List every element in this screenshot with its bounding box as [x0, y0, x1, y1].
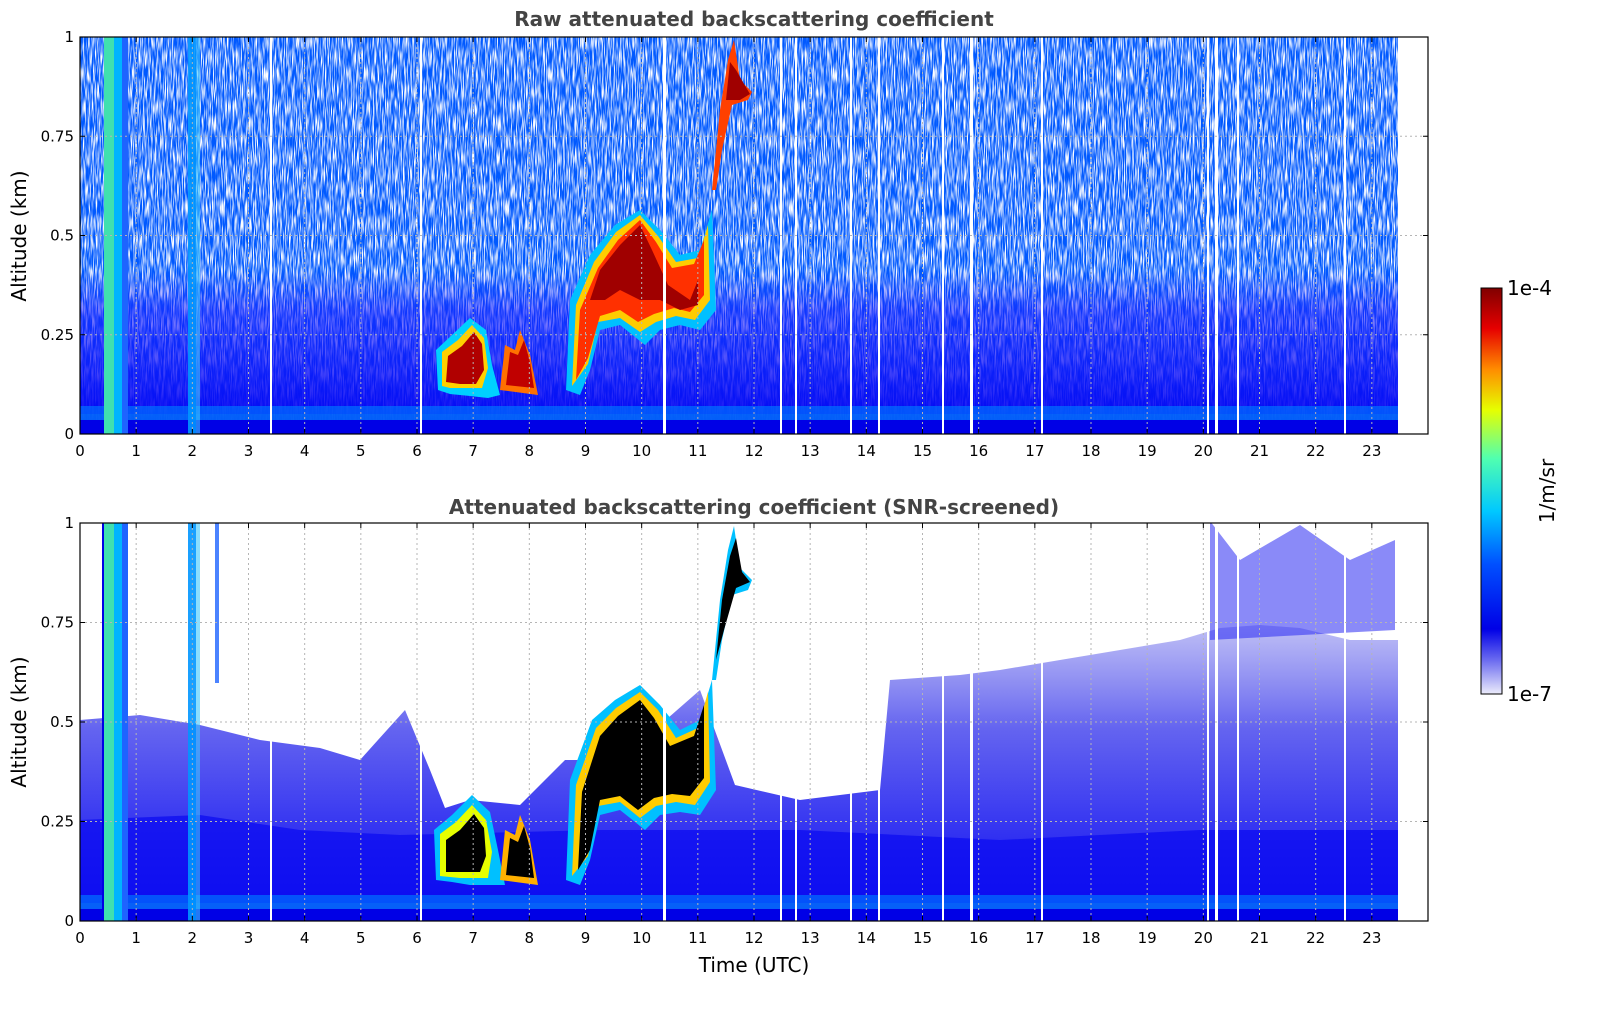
x-tick-label: 1 — [131, 929, 141, 947]
x-tick-label: 19 — [1138, 929, 1157, 947]
raw-y-ticks: 0 0.25 0.5 0.75 1 — [41, 28, 1428, 443]
x-axis-label: Time (UTC) — [698, 953, 810, 977]
x-tick-label: 0 — [75, 442, 85, 460]
x-tick-label: 22 — [1306, 442, 1325, 460]
x-tick-label: 1 — [131, 442, 141, 460]
y-tick-label: 0.75 — [41, 127, 74, 145]
x-tick-label: 2 — [188, 929, 198, 947]
snr-grid — [80, 523, 1428, 921]
x-tick-label: 20 — [1194, 442, 1213, 460]
x-tick-label: 17 — [1025, 442, 1044, 460]
x-tick-label: 11 — [688, 442, 707, 460]
x-tick-label: 3 — [244, 929, 254, 947]
colorbar-max-label: 1e-4 — [1507, 276, 1552, 300]
y-tick-label: 1 — [64, 514, 74, 532]
x-tick-label: 8 — [525, 929, 535, 947]
x-tick-label: 10 — [632, 442, 651, 460]
colorbar: 1e-4 1e-7 1/m/sr — [1480, 276, 1559, 706]
x-tick-label: 3 — [244, 442, 254, 460]
colorbar-unit-label: 1/m/sr — [1535, 458, 1559, 523]
x-tick-label: 15 — [913, 929, 932, 947]
snr-y-axis-label: Altitude (km) — [7, 656, 31, 787]
x-tick-label: 10 — [632, 929, 651, 947]
y-tick-label: 0.5 — [50, 713, 74, 731]
x-tick-label: 7 — [468, 442, 478, 460]
y-tick-label: 1 — [64, 28, 74, 46]
y-tick-label: 0 — [64, 425, 74, 443]
x-tick-label: 4 — [300, 929, 310, 947]
colorbar-gradient — [1480, 287, 1503, 695]
x-tick-label: 2 — [188, 442, 198, 460]
x-tick-label: 12 — [744, 442, 763, 460]
y-tick-label: 0.25 — [41, 813, 74, 831]
x-tick-label: 20 — [1194, 929, 1213, 947]
x-tick-label: 21 — [1250, 442, 1269, 460]
x-tick-label: 16 — [969, 442, 988, 460]
raw-y-axis-label: Altitude (km) — [7, 170, 31, 301]
x-tick-label: 13 — [801, 929, 820, 947]
x-tick-label: 19 — [1138, 442, 1157, 460]
x-tick-label: 16 — [969, 929, 988, 947]
x-tick-label: 6 — [412, 929, 422, 947]
x-tick-label: 15 — [913, 442, 932, 460]
x-tick-label: 23 — [1362, 929, 1381, 947]
x-tick-label: 8 — [525, 442, 535, 460]
x-tick-label: 14 — [857, 442, 876, 460]
x-tick-label: 5 — [356, 442, 366, 460]
y-tick-label: 0 — [64, 912, 74, 930]
raw-cloud-features — [436, 40, 752, 398]
y-tick-label: 0.75 — [41, 614, 74, 632]
x-tick-label: 22 — [1306, 929, 1325, 947]
x-tick-label: 7 — [468, 929, 478, 947]
colorbar-min-label: 1e-7 — [1507, 682, 1552, 706]
x-tick-label: 12 — [744, 929, 763, 947]
x-tick-label: 17 — [1025, 929, 1044, 947]
x-tick-label: 18 — [1081, 929, 1100, 947]
x-tick-label: 18 — [1081, 442, 1100, 460]
x-tick-label: 14 — [857, 929, 876, 947]
x-tick-label: 4 — [300, 442, 310, 460]
snr-x-ticks: 0 1 2 3 4 5 6 7 8 9 10 11 12 13 14 15 16 17 18 19 20 21 22 23 — [75, 523, 1381, 947]
y-tick-label: 0.5 — [50, 227, 74, 245]
x-tick-label: 23 — [1362, 442, 1381, 460]
x-tick-label: 0 — [75, 929, 85, 947]
snr-y-ticks: 0 0.25 0.5 0.75 1 — [41, 514, 1428, 930]
snr-screened-panel: Attenuated backscattering coefficient (S… — [7, 495, 1429, 977]
x-tick-label: 21 — [1250, 929, 1269, 947]
raw-x-ticks: 0 1 2 3 4 5 6 7 8 9 10 11 12 13 14 15 16 17 18 19 20 21 22 23 — [75, 37, 1381, 460]
snr-panel-title: Attenuated backscattering coefficient (S… — [449, 495, 1059, 519]
raw-backscatter-panel: Raw attenuated backscattering coefficien… — [7, 7, 1429, 460]
x-tick-label: 9 — [581, 929, 591, 947]
x-tick-label: 9 — [581, 442, 591, 460]
snr-upper-returns — [1210, 523, 1395, 640]
x-tick-label: 5 — [356, 929, 366, 947]
snr-heatmap — [80, 523, 1428, 921]
raw-panel-title: Raw attenuated backscattering coefficien… — [514, 7, 994, 31]
x-tick-label: 6 — [412, 442, 422, 460]
snr-cloud-features — [434, 526, 752, 885]
y-tick-label: 0.25 — [41, 326, 74, 344]
x-tick-label: 13 — [801, 442, 820, 460]
raw-grid — [80, 37, 1428, 434]
x-tick-label: 11 — [688, 929, 707, 947]
